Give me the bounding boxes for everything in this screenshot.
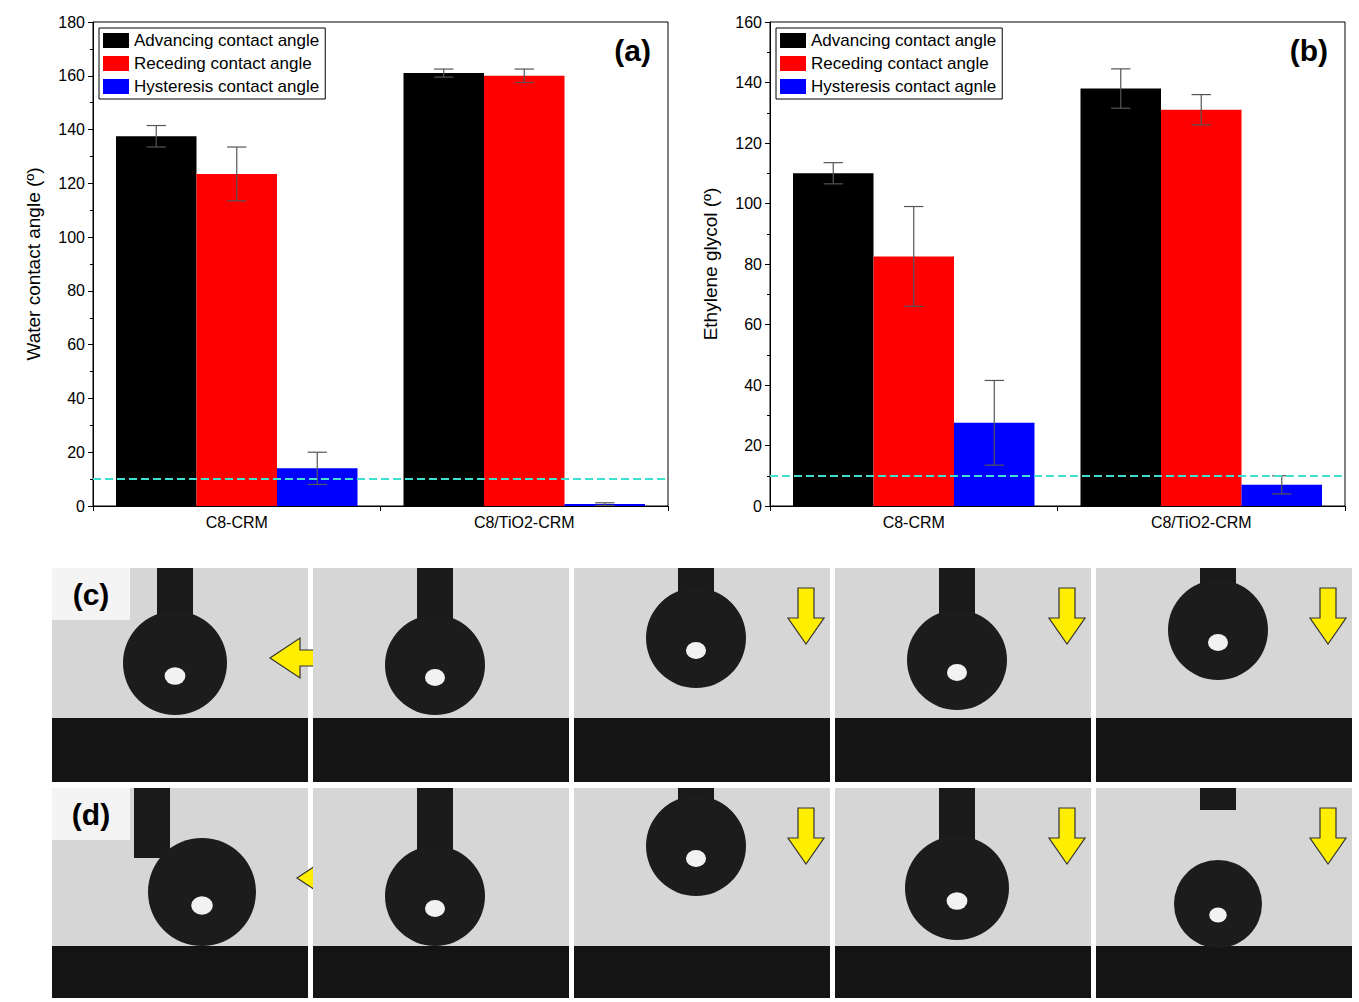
svg-text:40: 40: [67, 390, 85, 407]
svg-text:20: 20: [744, 437, 762, 454]
svg-text:Water contact angle (º): Water contact angle (º): [23, 167, 44, 360]
svg-text:160: 160: [58, 67, 85, 84]
svg-text:C8/TiO2-CRM: C8/TiO2-CRM: [1151, 514, 1252, 531]
svg-text:(c): (c): [73, 578, 110, 611]
svg-text:(a): (a): [614, 34, 651, 67]
svg-text:(d): (d): [72, 798, 110, 831]
svg-text:100: 100: [735, 195, 762, 212]
svg-text:Hysteresis contact agnle: Hysteresis contact agnle: [811, 77, 996, 96]
svg-text:Hysteresis contact angle: Hysteresis contact angle: [134, 77, 319, 96]
svg-text:80: 80: [67, 282, 85, 299]
svg-text:40: 40: [744, 377, 762, 394]
svg-text:80: 80: [744, 256, 762, 273]
svg-text:140: 140: [58, 121, 85, 138]
svg-text:C8-CRM: C8-CRM: [206, 514, 268, 531]
svg-text:Advancing contact angle: Advancing contact angle: [811, 31, 996, 50]
svg-text:120: 120: [735, 135, 762, 152]
svg-text:C8/TiO2-CRM: C8/TiO2-CRM: [474, 514, 575, 531]
svg-text:60: 60: [744, 316, 762, 333]
svg-text:100: 100: [58, 229, 85, 246]
svg-text:180: 180: [58, 14, 85, 31]
svg-text:20: 20: [67, 444, 85, 461]
svg-text:0: 0: [76, 498, 85, 515]
svg-text:Ethylene glycol (º): Ethylene glycol (º): [700, 188, 721, 341]
svg-text:0: 0: [753, 498, 762, 515]
svg-text:Receding contact angle: Receding contact angle: [811, 54, 989, 73]
svg-text:Receding contact angle: Receding contact angle: [134, 54, 312, 73]
svg-text:C8-CRM: C8-CRM: [883, 514, 945, 531]
svg-text:Advancing contact angle: Advancing contact angle: [134, 31, 319, 50]
svg-text:120: 120: [58, 175, 85, 192]
svg-text:(b): (b): [1290, 34, 1328, 67]
svg-text:140: 140: [735, 74, 762, 91]
svg-text:160: 160: [735, 14, 762, 31]
svg-text:60: 60: [67, 336, 85, 353]
